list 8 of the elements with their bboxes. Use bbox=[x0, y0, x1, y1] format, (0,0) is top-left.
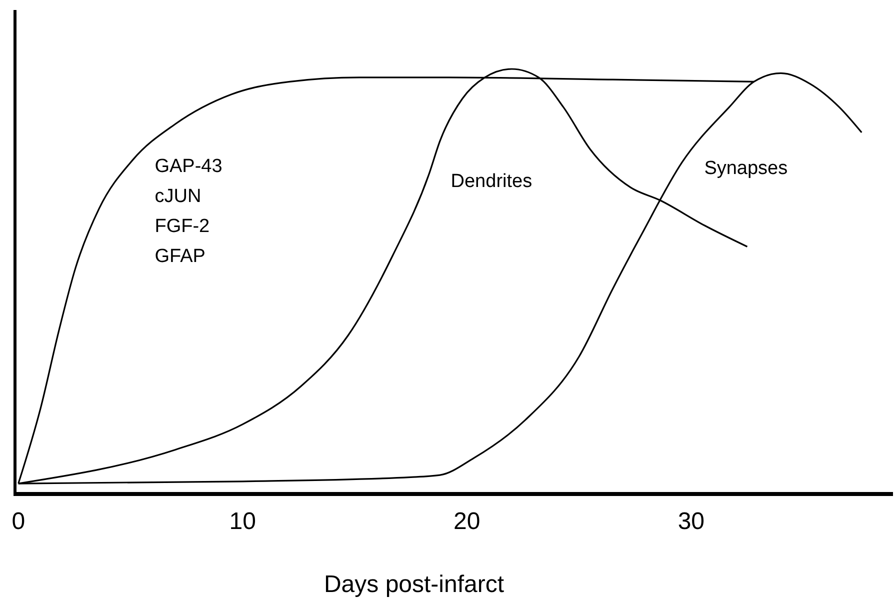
x-tick-label: 0 bbox=[12, 508, 26, 536]
series-label: GAP-43 cJUN FGF-2 GFAP bbox=[154, 156, 222, 267]
series-label: Dendrites bbox=[450, 170, 532, 192]
series-label: Synapses bbox=[704, 158, 788, 180]
x-tick-label: 20 bbox=[454, 508, 480, 536]
x-tick-label: 10 bbox=[229, 508, 256, 536]
x-tick-label: 30 bbox=[678, 508, 705, 536]
x-axis-title: Days post-infarct bbox=[324, 571, 504, 598]
